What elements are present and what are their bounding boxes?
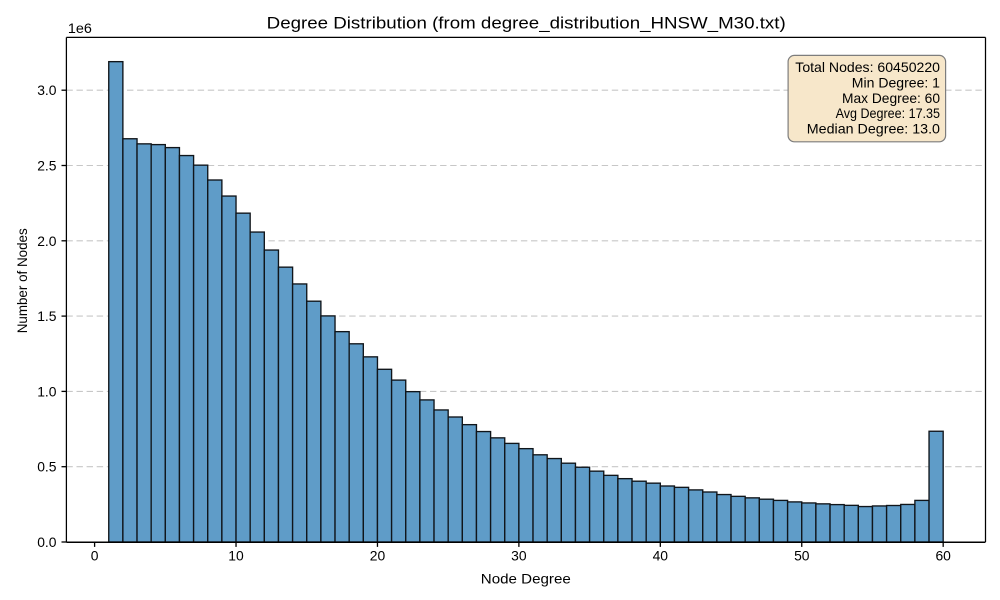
svg-text:30: 30 xyxy=(511,548,527,564)
svg-text:0.5: 0.5 xyxy=(37,459,57,475)
svg-text:1.0: 1.0 xyxy=(37,383,57,399)
svg-text:60: 60 xyxy=(935,548,951,564)
svg-text:3.0: 3.0 xyxy=(37,82,57,98)
svg-text:40: 40 xyxy=(653,548,669,564)
svg-text:0: 0 xyxy=(91,548,99,564)
svg-text:1e6: 1e6 xyxy=(68,20,92,36)
svg-text:Number of Nodes: Number of Nodes xyxy=(14,228,30,333)
svg-text:0.0: 0.0 xyxy=(37,534,57,550)
svg-text:Degree Distribution (from degr: Degree Distribution (from degree_distrib… xyxy=(267,14,786,33)
svg-text:Node Degree: Node Degree xyxy=(481,570,571,586)
svg-text:Min Degree: 1: Min Degree: 1 xyxy=(852,74,940,90)
svg-text:10: 10 xyxy=(228,548,244,564)
svg-text:Max Degree: 60: Max Degree: 60 xyxy=(842,90,940,106)
svg-text:1.5: 1.5 xyxy=(37,308,57,324)
svg-text:20: 20 xyxy=(370,548,386,564)
svg-text:2.5: 2.5 xyxy=(37,158,57,174)
svg-text:Total Nodes: 60450220: Total Nodes: 60450220 xyxy=(795,59,940,75)
svg-text:50: 50 xyxy=(794,548,810,564)
svg-text:2.0: 2.0 xyxy=(37,233,57,249)
svg-text:Avg Degree: 17.35: Avg Degree: 17.35 xyxy=(836,105,941,121)
svg-text:Median Degree: 13.0: Median Degree: 13.0 xyxy=(807,121,940,137)
